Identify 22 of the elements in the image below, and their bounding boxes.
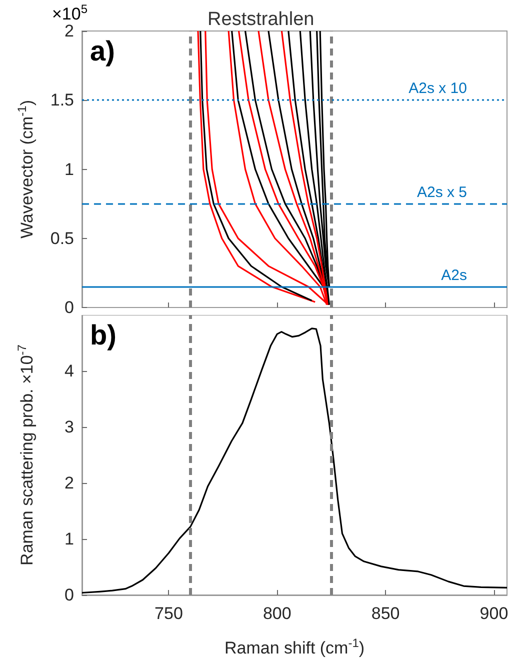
y-axis-title: Wavevector (cm-1) <box>15 100 36 238</box>
ref-line-label: A2s <box>441 266 467 284</box>
y-axis-title: Raman scattering prob. ×10-7 <box>15 344 36 566</box>
y-tick-label: 1.5 <box>50 90 74 110</box>
y-tick-label: 1 <box>64 530 74 548</box>
y-tick-label: 4 <box>64 362 74 380</box>
annotation: b) <box>90 320 116 350</box>
y-tick-label: 1 <box>64 160 74 179</box>
x-tick-label: 850 <box>371 604 400 623</box>
y-tick-label: 3 <box>64 418 74 436</box>
y-tick-label: 0 <box>64 298 74 317</box>
y-tick-label: 0 <box>64 586 74 604</box>
x-tick-label: 750 <box>154 604 183 623</box>
annotation: Reststrahlen <box>208 9 314 30</box>
ref-line-label: A2s x 10 <box>408 80 467 98</box>
y-tick-label: 0.5 <box>50 228 74 248</box>
x-tick-label: 900 <box>480 604 508 623</box>
annotation: a) <box>90 36 115 66</box>
x-tick-label: 800 <box>262 604 292 623</box>
y-tick-label: 2 <box>64 22 74 40</box>
y-tick-label: 2 <box>64 474 74 492</box>
ref-line-label: A2s x 5 <box>416 184 467 201</box>
